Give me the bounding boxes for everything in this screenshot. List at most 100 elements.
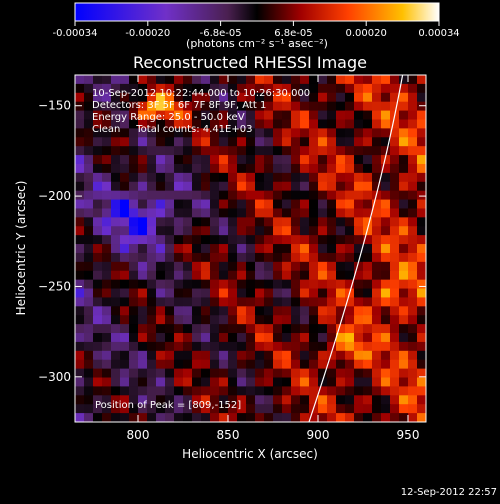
heatmap-cell — [120, 324, 130, 334]
heatmap-cell — [120, 368, 130, 379]
heatmap-cell — [84, 146, 94, 156]
heatmap-cell — [201, 92, 211, 103]
heatmap-cell — [75, 413, 85, 422]
heatmap-cell — [390, 226, 400, 236]
heatmap-cell — [138, 341, 148, 352]
heatmap-cell — [372, 128, 382, 138]
heatmap-cell — [102, 279, 112, 290]
heatmap-cell — [174, 190, 184, 201]
heatmap-cell — [345, 386, 355, 396]
heatmap-cell — [228, 190, 238, 201]
heatmap-cell — [111, 244, 121, 254]
heatmap-cell — [273, 128, 283, 138]
heatmap-cell — [201, 199, 211, 210]
heatmap-cell — [120, 75, 130, 85]
heatmap-cell — [390, 92, 400, 103]
heatmap-cell — [228, 181, 238, 192]
heatmap-cell — [408, 404, 418, 414]
heatmap-cell — [129, 128, 139, 138]
heatmap-cell — [354, 261, 364, 272]
heatmap-cell — [372, 252, 382, 263]
heatmap-cell — [327, 101, 337, 112]
heatmap-cell — [381, 359, 391, 370]
heatmap-cell — [111, 288, 121, 299]
heatmap-cell — [264, 270, 274, 281]
heatmap-cell — [354, 146, 364, 156]
heatmap-cell — [318, 306, 328, 316]
heatmap-cell — [138, 261, 148, 272]
heatmap-cell — [219, 199, 229, 210]
heatmap-cell — [345, 350, 355, 361]
heatmap-cell — [165, 386, 175, 396]
heatmap-cell — [291, 75, 301, 85]
heatmap-cell — [417, 217, 426, 227]
heatmap-cell — [291, 279, 301, 290]
heatmap-cell — [111, 199, 121, 210]
heatmap-cell — [417, 92, 426, 103]
heatmap-cell — [192, 75, 202, 85]
heatmap-cell — [174, 217, 184, 227]
heatmap-cell — [201, 377, 211, 388]
heatmap-cell — [219, 119, 229, 129]
heatmap-cell — [399, 217, 409, 227]
heatmap-cell — [255, 395, 265, 405]
heatmap-cell — [273, 235, 283, 245]
heatmap-cell — [93, 413, 103, 422]
heatmap-cell — [318, 83, 328, 94]
heatmap-cell — [174, 146, 184, 156]
heatmap-cell — [327, 324, 337, 334]
heatmap-cell — [156, 404, 166, 414]
heatmap-cell — [309, 368, 319, 379]
heatmap-cell — [399, 119, 409, 129]
heatmap-cell — [129, 306, 139, 316]
heatmap-cell — [336, 404, 346, 414]
heatmap-cell — [327, 333, 337, 343]
heatmap-cell — [282, 128, 292, 138]
heatmap-cell — [345, 208, 355, 218]
heatmap-cell — [309, 395, 319, 405]
heatmap-cell — [174, 101, 184, 112]
heatmap-cell — [327, 261, 337, 272]
heatmap-cell — [300, 208, 310, 218]
heatmap-cell — [282, 110, 292, 121]
heatmap-cell — [174, 235, 184, 245]
heatmap-cell — [300, 288, 310, 299]
heatmap-cell — [183, 359, 193, 370]
heatmap-cell — [354, 252, 364, 263]
heatmap-cell — [192, 386, 202, 396]
heatmap-cell — [93, 172, 103, 183]
heatmap-cell — [354, 306, 364, 316]
heatmap-cell — [120, 279, 130, 290]
heatmap-cell — [399, 172, 409, 183]
heatmap-cell — [300, 270, 310, 281]
heatmap-cell — [381, 83, 391, 94]
heatmap-cell — [390, 386, 400, 396]
heatmap-cell — [291, 395, 301, 405]
heatmap-cell — [309, 75, 319, 85]
heatmap-cell — [102, 163, 112, 174]
heatmap-cell — [210, 270, 220, 281]
heatmap-cell — [363, 306, 373, 316]
heatmap-cell — [93, 199, 103, 210]
heatmap-cell — [390, 181, 400, 192]
heatmap-cell — [264, 146, 274, 156]
heatmap-cell — [138, 101, 148, 112]
heatmap-cell — [282, 181, 292, 192]
heatmap-cell — [237, 92, 247, 103]
heatmap-cell — [363, 92, 373, 103]
heatmap-cell — [309, 315, 319, 325]
heatmap-cell — [246, 101, 256, 112]
heatmap-cell — [183, 315, 193, 325]
heatmap-cell — [210, 137, 220, 147]
heatmap-cell — [210, 386, 220, 396]
heatmap-cell — [291, 208, 301, 218]
heatmap-cell — [111, 350, 121, 361]
heatmap-cell — [138, 92, 148, 103]
heatmap-cell — [147, 404, 157, 414]
heatmap-cell — [345, 244, 355, 254]
heatmap-cell — [336, 181, 346, 192]
heatmap-cell — [120, 341, 130, 352]
heatmap-cell — [399, 235, 409, 245]
heatmap-cell — [138, 119, 148, 129]
